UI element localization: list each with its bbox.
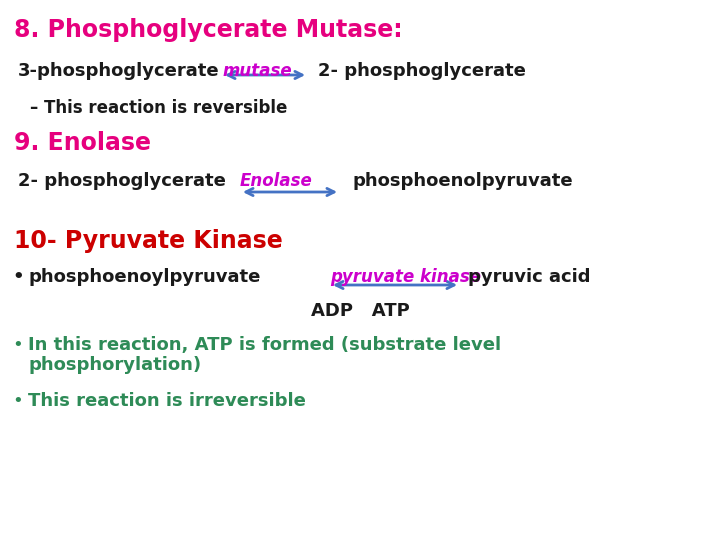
Text: 8. Phosphoglycerate Mutase:: 8. Phosphoglycerate Mutase: <box>14 18 402 42</box>
Text: This reaction is irreversible: This reaction is irreversible <box>28 392 306 410</box>
Text: 2- phosphoglycerate: 2- phosphoglycerate <box>318 62 526 80</box>
Text: phosphorylation): phosphorylation) <box>28 356 201 374</box>
Text: phosphoenoylpyruvate: phosphoenoylpyruvate <box>28 268 261 286</box>
Text: – This reaction is reversible: – This reaction is reversible <box>30 99 287 117</box>
Text: Enolase: Enolase <box>240 172 312 190</box>
Text: 9. Enolase: 9. Enolase <box>14 131 151 155</box>
Text: mutase: mutase <box>222 62 292 80</box>
Text: •: • <box>12 268 24 286</box>
Text: 10- Pyruvate Kinase: 10- Pyruvate Kinase <box>14 229 283 253</box>
Text: pyruvate kinase: pyruvate kinase <box>330 268 481 286</box>
Text: pyruvic acid: pyruvic acid <box>468 268 590 286</box>
Text: 3-phosphoglycerate: 3-phosphoglycerate <box>18 62 220 80</box>
Text: 2- phosphoglycerate: 2- phosphoglycerate <box>18 172 226 190</box>
Text: phosphoenolpyruvate: phosphoenolpyruvate <box>352 172 572 190</box>
Text: In this reaction, ATP is formed (substrate level: In this reaction, ATP is formed (substra… <box>28 336 501 354</box>
Text: •: • <box>12 392 23 410</box>
Text: ADP   ATP: ADP ATP <box>310 302 410 320</box>
Text: •: • <box>12 336 23 354</box>
